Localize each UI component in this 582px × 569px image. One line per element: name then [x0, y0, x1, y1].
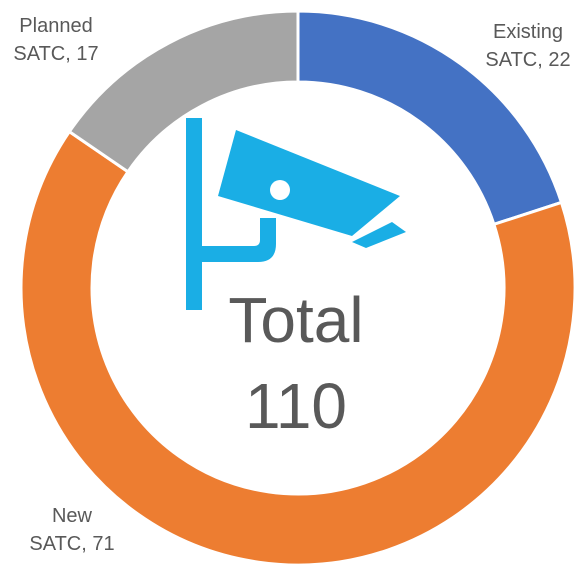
icon-dot [270, 180, 290, 200]
icon-arm [194, 218, 276, 262]
camera-icon [186, 118, 406, 310]
icon-lens [352, 222, 406, 248]
data-label: Existing SATC, 22 [485, 21, 571, 71]
icon-pole [186, 118, 202, 310]
center-total: 110 [245, 370, 347, 442]
slice [67, 9, 300, 174]
slice [19, 129, 577, 567]
data-label: New SATC, 71 [29, 505, 115, 555]
slices [19, 9, 577, 567]
data-label: Planned SATC, 17 [13, 15, 99, 65]
icon-body [218, 130, 400, 236]
center-label: Total [228, 284, 363, 356]
